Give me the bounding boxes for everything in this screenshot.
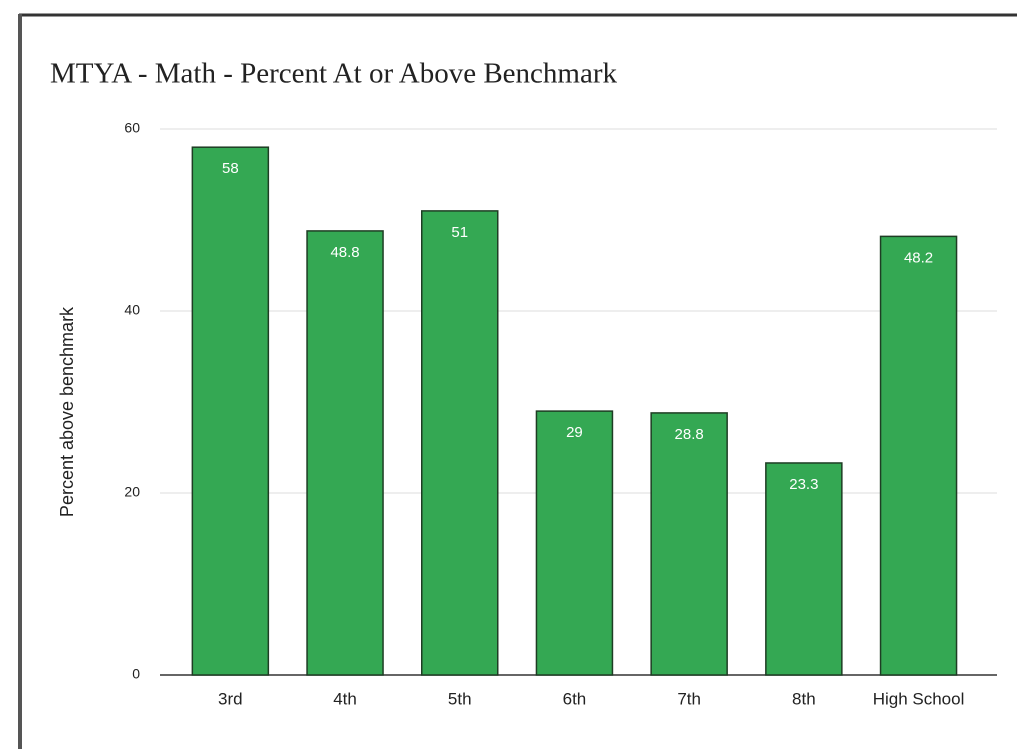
y-tick-label: 60 (124, 120, 140, 136)
y-tick-label: 0 (132, 666, 140, 682)
x-tick-label: 7th (677, 689, 701, 708)
x-tick-label: 4th (333, 689, 357, 708)
bar (765, 462, 843, 676)
bar (535, 410, 614, 676)
y-tick-label: 20 (124, 484, 140, 500)
x-tick-label: High School (873, 689, 965, 708)
value-label: 48.2 (904, 249, 933, 266)
y-tick-label: 40 (124, 302, 140, 318)
value-label: 23.3 (789, 476, 818, 493)
chart-title: MTYA - Math - Percent At or Above Benchm… (50, 58, 618, 90)
value-label: 48.8 (330, 244, 359, 261)
y-axis-label: Percent above benchmark (57, 306, 77, 517)
bar (421, 210, 499, 676)
value-label: 29 (566, 424, 583, 441)
x-tick-label: 6th (563, 689, 587, 708)
value-label: 58 (222, 160, 239, 177)
x-tick-label: 5th (448, 689, 472, 708)
value-label: 28.8 (675, 426, 704, 443)
bar (191, 146, 270, 676)
bar (650, 412, 728, 676)
value-label: 51 (451, 224, 468, 241)
x-tick-label: 3rd (218, 689, 243, 708)
bar (879, 235, 958, 676)
x-tick-label: 8th (792, 689, 816, 708)
bar (306, 230, 384, 676)
